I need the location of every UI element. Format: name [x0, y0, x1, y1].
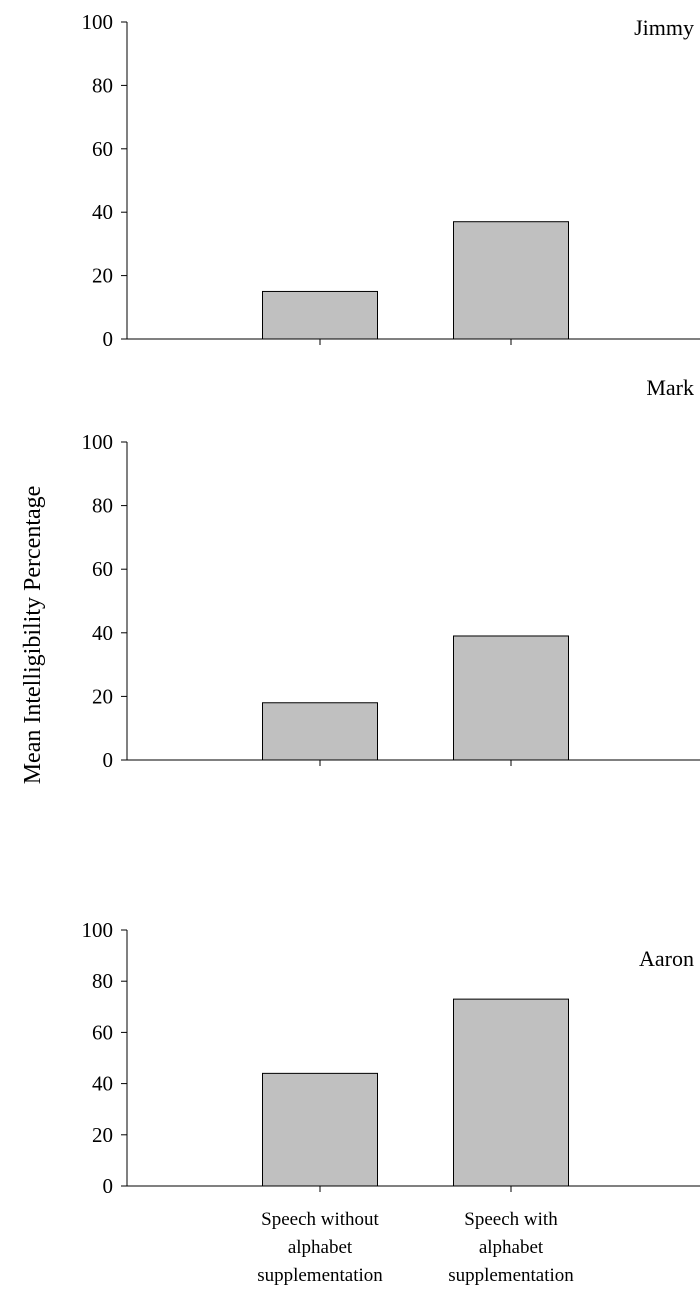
- panel-mark: 0 20 40 60 80 100 Mark: [82, 375, 700, 772]
- y-axis-label: Mean Intelligibility Percentage: [20, 486, 46, 785]
- panel-title: Jimmy: [634, 15, 694, 40]
- x-category-label-line: alphabet: [479, 1237, 544, 1258]
- y-tick-label: 60: [92, 557, 113, 581]
- y-tick-label: 40: [92, 621, 113, 645]
- bar-mark-1: [263, 703, 378, 760]
- x-category-label: Speech without alphabet supplementation: [257, 1209, 383, 1286]
- y-tick-label: 60: [92, 137, 113, 161]
- x-category-label-line: supplementation: [257, 1265, 383, 1286]
- y-tick-label: 100: [82, 918, 114, 942]
- y-tick-label: 100: [82, 430, 114, 454]
- bar-aaron-1: [263, 1073, 378, 1186]
- y-tick-label: 20: [92, 264, 113, 288]
- bar-jimmy-2: [454, 222, 569, 339]
- bar-aaron-2: [454, 999, 569, 1186]
- x-category-label-line: supplementation: [448, 1265, 574, 1286]
- y-tick-label: 0: [103, 327, 114, 351]
- panel-aaron: 0 20 40 60 80 100 Aaron: [82, 918, 700, 1198]
- x-category-label-line: alphabet: [288, 1237, 353, 1258]
- y-tick-label: 0: [103, 748, 114, 772]
- bar-mark-2: [454, 636, 569, 760]
- y-tick-label: 60: [92, 1020, 113, 1044]
- x-category-label: Speech with alphabet supplementation: [448, 1209, 574, 1286]
- panel-title: Aaron: [639, 946, 694, 971]
- y-tick-label: 20: [92, 684, 113, 708]
- y-tick-label: 40: [92, 1072, 113, 1096]
- y-tick-label: 80: [92, 73, 113, 97]
- y-tick-label: 80: [92, 494, 113, 518]
- y-tick-label: 0: [103, 1174, 114, 1198]
- x-category-label-line: Speech without: [261, 1209, 379, 1230]
- panel-jimmy: 0 20 40 60 80 100 Jimmy: [82, 10, 700, 351]
- bar-jimmy-1: [263, 291, 378, 339]
- y-tick-label: 20: [92, 1123, 113, 1147]
- x-category-label-line: Speech with: [464, 1209, 558, 1230]
- y-tick-label: 80: [92, 969, 113, 993]
- panel-title: Mark: [646, 375, 694, 400]
- y-tick-label: 100: [82, 10, 114, 34]
- y-tick-label: 40: [92, 200, 113, 224]
